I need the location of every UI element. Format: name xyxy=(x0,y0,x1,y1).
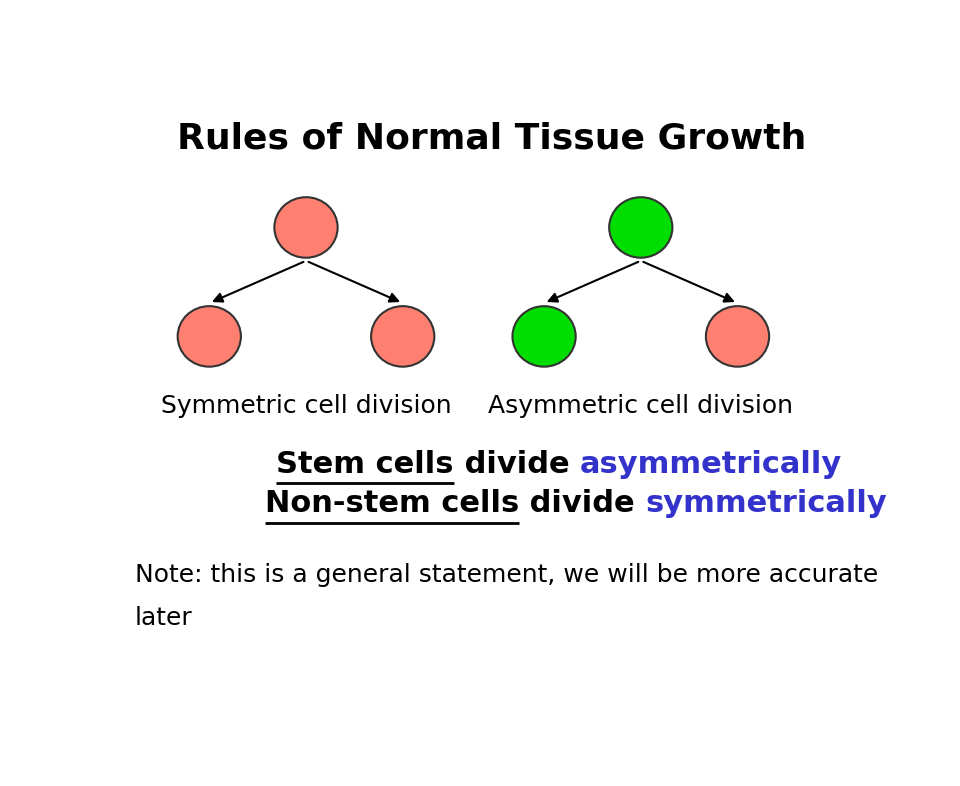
Text: later: later xyxy=(134,606,193,630)
Text: Stem cells divide: Stem cells divide xyxy=(276,450,580,479)
Text: Asymmetric cell division: Asymmetric cell division xyxy=(489,394,793,418)
Ellipse shape xyxy=(610,197,672,258)
Text: Symmetric cell division: Symmetric cell division xyxy=(160,394,451,418)
Text: asymmetrically: asymmetrically xyxy=(580,450,842,479)
Ellipse shape xyxy=(372,307,434,367)
Ellipse shape xyxy=(275,197,338,258)
Text: Stem cells: Stem cells xyxy=(276,450,454,479)
Ellipse shape xyxy=(706,307,769,367)
Ellipse shape xyxy=(178,307,241,367)
Text: Non-stem cells: Non-stem cells xyxy=(265,489,519,518)
Text: Non-stem cells divide: Non-stem cells divide xyxy=(265,489,645,518)
Text: Rules of Normal Tissue Growth: Rules of Normal Tissue Growth xyxy=(178,122,806,156)
Text: divide: divide xyxy=(454,450,580,479)
Ellipse shape xyxy=(513,307,576,367)
Text: Note: this is a general statement, we will be more accurate: Note: this is a general statement, we wi… xyxy=(134,564,878,587)
Text: symmetrically: symmetrically xyxy=(645,489,887,518)
Text: divide: divide xyxy=(519,489,645,518)
